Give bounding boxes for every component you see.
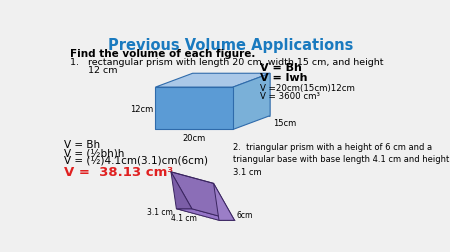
- Text: V = (½)4.1cm(3.1)cm(6cm): V = (½)4.1cm(3.1)cm(6cm): [64, 155, 208, 165]
- Polygon shape: [171, 172, 192, 209]
- Polygon shape: [171, 172, 234, 220]
- Text: V = 3600 cm³: V = 3600 cm³: [260, 91, 320, 101]
- Text: V =20cm(15cm)12cm: V =20cm(15cm)12cm: [260, 84, 355, 93]
- Text: Previous Volume Applications: Previous Volume Applications: [108, 38, 353, 53]
- Text: Find the volume of each figure.: Find the volume of each figure.: [70, 49, 256, 59]
- Text: V = (½bh)h: V = (½bh)h: [64, 148, 124, 158]
- Polygon shape: [214, 184, 234, 220]
- Text: 20cm: 20cm: [183, 133, 206, 142]
- Text: 15cm: 15cm: [273, 118, 297, 128]
- Text: V = lwh: V = lwh: [260, 73, 308, 83]
- Polygon shape: [155, 74, 270, 88]
- Text: V = Bh: V = Bh: [64, 139, 100, 149]
- Text: 4.1 cm: 4.1 cm: [171, 213, 197, 222]
- Text: 12cm: 12cm: [130, 104, 153, 113]
- Text: 2.  triangular prism with a height of 6 cm and a
triangular base with base lengt: 2. triangular prism with a height of 6 c…: [233, 142, 449, 176]
- Text: 12 cm: 12 cm: [70, 66, 118, 75]
- Polygon shape: [155, 88, 233, 130]
- Text: 6cm: 6cm: [237, 210, 253, 219]
- Polygon shape: [176, 209, 234, 220]
- Text: 3.1 cm: 3.1 cm: [148, 207, 173, 216]
- Text: V = Bh: V = Bh: [260, 63, 302, 73]
- Text: 1.   rectangular prism with length 20 cm, width 15 cm, and height: 1. rectangular prism with length 20 cm, …: [70, 58, 384, 67]
- Polygon shape: [233, 74, 270, 130]
- Text: V =  38.13 cm³: V = 38.13 cm³: [64, 165, 173, 178]
